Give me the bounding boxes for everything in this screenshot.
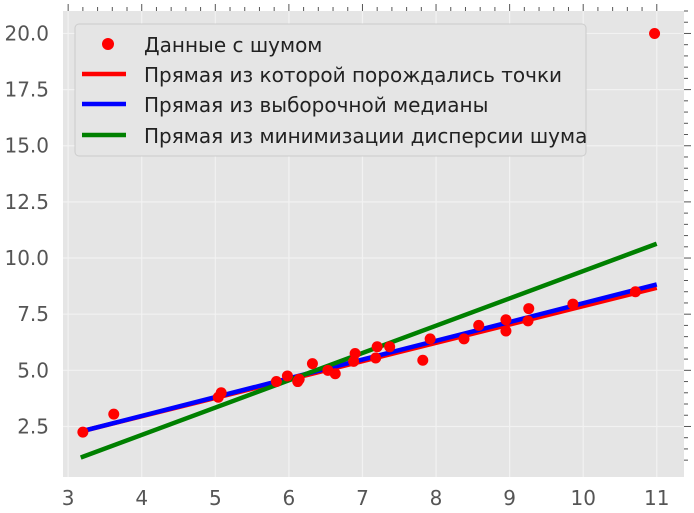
x-tick-label: 11	[644, 486, 669, 510]
x-tick-labels: 3 4 5 6 7 8 9 10 11	[62, 486, 670, 510]
data-point	[370, 352, 382, 364]
data-point	[384, 341, 396, 353]
data-point	[458, 333, 470, 345]
data-point	[649, 27, 661, 39]
legend-label-points: Данные с шумом	[144, 33, 322, 57]
x-tick-label: 9	[503, 486, 516, 510]
series-line	[80, 282, 658, 434]
x-tick-label: 5	[209, 486, 222, 510]
y-tick-label: 2.5	[17, 414, 49, 438]
legend-marker-points	[102, 38, 114, 50]
x-tick-label: 6	[283, 486, 296, 510]
series-lines	[79, 241, 658, 460]
data-point	[424, 333, 436, 345]
y-tick-label: 17.5	[4, 78, 49, 102]
legend-box	[74, 23, 587, 157]
y-tick-label: 5.0	[17, 358, 49, 382]
data-point	[281, 370, 293, 382]
data-point	[306, 358, 318, 370]
x-tick-label: 8	[430, 486, 443, 510]
y-tick-label: 15.0	[4, 134, 49, 158]
data-point	[77, 426, 89, 438]
data-point	[473, 319, 485, 331]
data-point	[522, 315, 534, 327]
x-tick-label: 10	[570, 486, 595, 510]
data-point	[293, 373, 305, 385]
y-tick-labels: 2.5 5.0 7.5 10.0 12.5 15.0 17.5 20.0	[4, 21, 49, 438]
x-tick-label: 3	[62, 486, 75, 510]
series-line	[79, 241, 658, 460]
minor-ticks	[67, 4, 691, 461]
legend-label-median: Прямая из выборочной медианы	[144, 93, 488, 117]
data-point	[417, 354, 429, 366]
y-tick-label: 7.5	[17, 302, 49, 326]
data-point	[500, 325, 512, 337]
y-tick-label: 12.5	[4, 190, 49, 214]
data-point	[349, 347, 361, 359]
y-tick-label: 10.0	[4, 246, 49, 270]
x-tick-label: 7	[356, 486, 369, 510]
x-tick-label: 4	[135, 486, 148, 510]
legend: Данные с шумом Прямая из которой порожда…	[74, 23, 587, 157]
data-point	[215, 387, 227, 399]
data-point	[629, 286, 641, 298]
legend-label-variance: Прямая из минимизации дисперсии шума	[144, 124, 587, 148]
y-tick-label: 20.0	[4, 21, 49, 45]
data-point	[523, 303, 535, 315]
data-point	[329, 368, 341, 380]
data-point	[500, 314, 512, 326]
legend-label-true: Прямая из которой порождались точки	[144, 63, 562, 87]
data-point	[270, 376, 282, 388]
series-points	[77, 27, 661, 438]
data-point	[371, 341, 383, 353]
data-point	[108, 408, 120, 420]
data-point	[567, 298, 579, 310]
